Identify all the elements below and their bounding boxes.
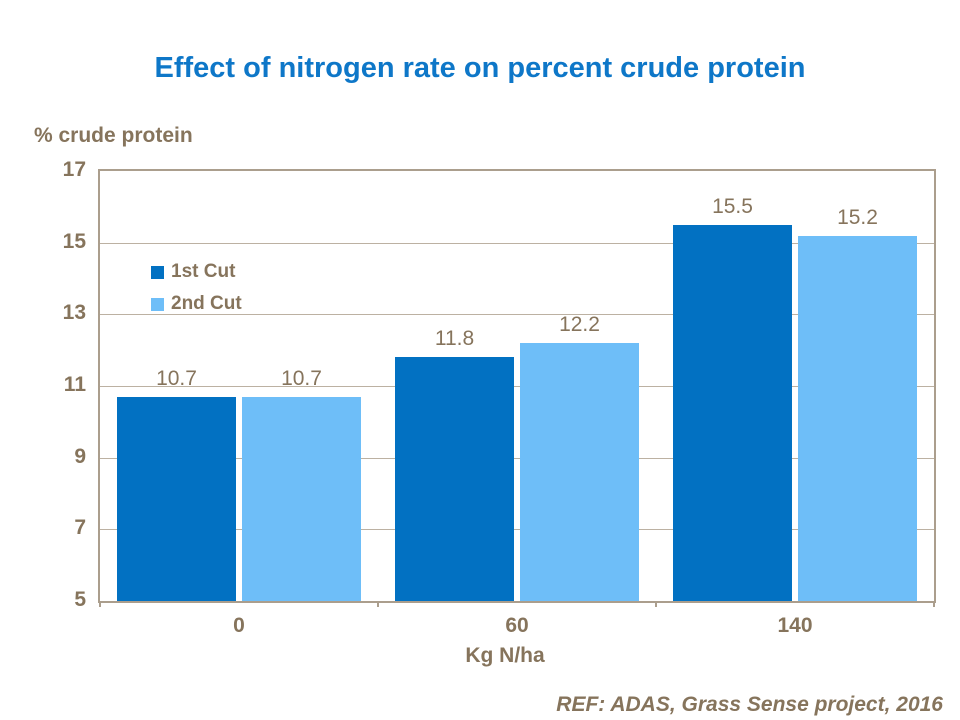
bar-value-label: 10.7	[281, 367, 322, 390]
legend: 1st Cut 2nd Cut	[151, 256, 242, 320]
x-axis-category-label: 0	[233, 614, 245, 637]
bar-value-label: 15.5	[712, 195, 753, 218]
gridline	[100, 529, 934, 530]
y-axis-tick-label: 7	[74, 516, 86, 539]
x-axis-tick	[933, 601, 935, 607]
reference-note: REF: ADAS, Grass Sense project, 2016	[556, 693, 943, 716]
bar-1st-cut-140	[673, 225, 792, 601]
x-axis-category-label: 140	[777, 614, 813, 637]
x-axis-category-label: 60	[505, 614, 529, 637]
gridline	[100, 386, 934, 387]
bar-value-label: 11.8	[434, 327, 475, 350]
bar-value-label: 15.2	[837, 206, 878, 229]
x-axis-tick	[377, 601, 379, 607]
bar-1st-cut-0	[117, 397, 236, 601]
x-axis-tick	[655, 601, 657, 607]
bar-value-label: 12.2	[559, 313, 600, 336]
plot-area	[100, 171, 934, 601]
legend-item-1st-cut: 1st Cut	[151, 256, 242, 288]
gridline	[100, 243, 934, 244]
legend-label-1st-cut: 1st Cut	[171, 261, 236, 282]
x-axis-tick	[99, 601, 101, 607]
legend-swatch-2nd-cut-icon	[151, 297, 164, 311]
x-axis-title: Kg N/ha	[465, 644, 545, 667]
chart-title: Effect of nitrogen rate on percent crude…	[154, 52, 806, 84]
legend-swatch-1st-cut-icon	[151, 265, 164, 279]
bar-2nd-cut-0	[242, 397, 361, 601]
legend-item-2nd-cut: 2nd Cut	[151, 288, 242, 320]
bar-2nd-cut-140	[798, 236, 917, 601]
gridline	[100, 314, 934, 315]
y-axis-tick-label: 13	[62, 301, 86, 324]
bar-value-label: 10.7	[156, 367, 197, 390]
bar-1st-cut-60	[395, 357, 514, 601]
y-axis-tick-label: 5	[74, 588, 86, 611]
y-axis-tick-label: 11	[63, 373, 86, 396]
gridline	[100, 458, 934, 459]
y-axis-tick-label: 9	[74, 445, 86, 468]
y-axis-tick-label: 15	[62, 230, 86, 253]
legend-label-2nd-cut: 2nd Cut	[171, 293, 242, 314]
bar-2nd-cut-60	[520, 343, 639, 601]
y-axis-title: % crude protein	[34, 124, 193, 147]
y-axis-tick-label: 17	[62, 158, 86, 181]
